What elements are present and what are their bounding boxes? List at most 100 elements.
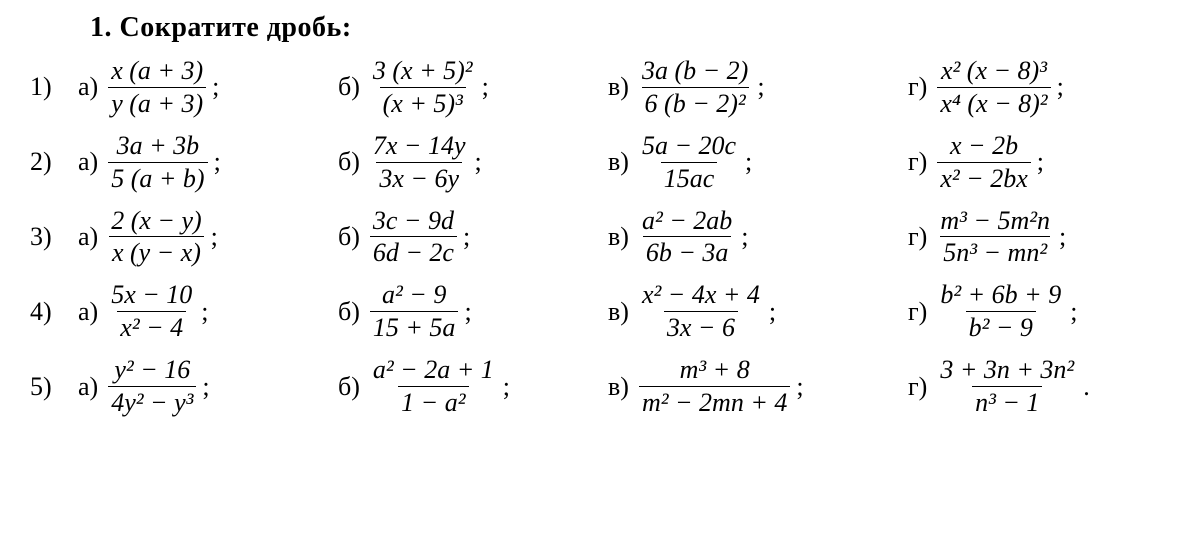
numerator: a² − 9: [379, 280, 449, 311]
cell-g: г) b² + 6b + 9 b² − 9 ;: [908, 280, 1198, 343]
sublabel-b: б): [338, 147, 360, 177]
exercise-row: 3) а) 2 (x − y) x (y − x) ; б) 3c − 9d 6…: [30, 206, 1170, 269]
fraction: 5x − 10 x² − 4: [108, 280, 195, 343]
fraction: x² − 4x + 4 3x − 6: [639, 280, 763, 343]
cell-b: б) a² − 2a + 1 1 − a² ;: [338, 355, 608, 418]
exercise-row: 2) а) 3a + 3b 5 (a + b) ; б) 7x − 14y 3x…: [30, 131, 1170, 194]
cell-v: в) x² − 4x + 4 3x − 6 ;: [608, 280, 908, 343]
denominator: 6d − 2c: [370, 236, 457, 268]
numerator: m³ − 5m²n: [937, 206, 1053, 237]
punct: ;: [201, 297, 208, 327]
denominator: x² − 2bx: [937, 162, 1030, 194]
sublabel-b: б): [338, 222, 360, 252]
cell-b: б) 7x − 14y 3x − 6y ;: [338, 131, 608, 194]
fraction: m³ − 5m²n 5n³ − mn²: [937, 206, 1053, 269]
exercise-page: 1. Сократите дробь: 1) а) x (a + 3) y (a…: [0, 0, 1200, 426]
sublabel-a: а): [78, 147, 98, 177]
numerator: a² − 2a + 1: [370, 355, 497, 386]
sublabel-g: г): [908, 147, 927, 177]
sublabel-g: г): [908, 222, 927, 252]
cell-a: а) 5x − 10 x² − 4 ;: [78, 280, 338, 343]
cell-a: а) 3a + 3b 5 (a + b) ;: [78, 131, 338, 194]
denominator: b² − 9: [966, 311, 1036, 343]
cell-b: б) a² − 9 15 + 5a ;: [338, 280, 608, 343]
fraction: x² (x − 8)³ x⁴ (x − 8)²: [937, 56, 1050, 119]
denominator: 3x − 6: [664, 311, 738, 343]
punct: ;: [769, 297, 776, 327]
numerator: 7x − 14y: [370, 131, 469, 162]
numerator: 3a (b − 2): [639, 56, 751, 87]
cell-b: б) 3c − 9d 6d − 2c ;: [338, 206, 608, 269]
cell-a: а) 2 (x − y) x (y − x) ;: [78, 206, 338, 269]
sublabel-v: в): [608, 372, 629, 402]
punct: ;: [1059, 222, 1066, 252]
numerator: 3 (x + 5)²: [370, 56, 476, 87]
denominator: 6 (b − 2)²: [642, 87, 749, 119]
numerator: a² − 2ab: [639, 206, 735, 237]
fraction: a² − 2a + 1 1 − a²: [370, 355, 497, 418]
denominator: 5 (a + b): [108, 162, 207, 194]
denominator: 6b − 3a: [643, 236, 732, 268]
cell-v: в) a² − 2ab 6b − 3a ;: [608, 206, 908, 269]
numerator: b² + 6b + 9: [937, 280, 1064, 311]
cell-v: в) m³ + 8 m² − 2mn + 4 ;: [608, 355, 908, 418]
cell-a: а) x (a + 3) y (a + 3) ;: [78, 56, 338, 119]
denominator: 1 − a²: [398, 386, 468, 418]
numerator: m³ + 8: [677, 355, 753, 386]
numerator: y² − 16: [111, 355, 193, 386]
punct: .: [1083, 372, 1090, 402]
punct: ;: [1057, 72, 1064, 102]
denominator: 4y² − y³: [108, 386, 196, 418]
numerator: 3a + 3b: [114, 131, 203, 162]
denominator: (x + 5)³: [380, 87, 466, 119]
punct: ;: [202, 372, 209, 402]
sublabel-b: б): [338, 372, 360, 402]
denominator: 5n³ − mn²: [940, 236, 1050, 268]
fraction: a² − 9 15 + 5a: [370, 280, 459, 343]
fraction: 3a + 3b 5 (a + b): [108, 131, 207, 194]
cell-b: б) 3 (x + 5)² (x + 5)³ ;: [338, 56, 608, 119]
sublabel-a: а): [78, 72, 98, 102]
fraction: y² − 16 4y² − y³: [108, 355, 196, 418]
numerator: 5x − 10: [108, 280, 195, 311]
cell-g: г) m³ − 5m²n 5n³ − mn² ;: [908, 206, 1198, 269]
fraction: 3 + 3n + 3n² n³ − 1: [937, 355, 1077, 418]
sublabel-a: а): [78, 222, 98, 252]
sublabel-v: в): [608, 147, 629, 177]
cell-g: г) 3 + 3n + 3n² n³ − 1 .: [908, 355, 1198, 418]
denominator: x⁴ (x − 8)²: [937, 87, 1050, 119]
fraction: 7x − 14y 3x − 6y: [370, 131, 469, 194]
cell-g: г) x² (x − 8)³ x⁴ (x − 8)² ;: [908, 56, 1198, 119]
row-number: 3): [30, 222, 78, 252]
punct: ;: [757, 72, 764, 102]
punct: ;: [212, 72, 219, 102]
punct: ;: [503, 372, 510, 402]
cell-g: г) x − 2b x² − 2bx ;: [908, 131, 1198, 194]
denominator: 15 + 5a: [370, 311, 459, 343]
denominator: 15ac: [661, 162, 718, 194]
denominator: m² − 2mn + 4: [639, 386, 790, 418]
punct: ;: [796, 372, 803, 402]
sublabel-a: а): [78, 372, 98, 402]
exercise-row: 1) а) x (a + 3) y (a + 3) ; б) 3 (x + 5)…: [30, 56, 1170, 119]
punct: ;: [463, 222, 470, 252]
sublabel-v: в): [608, 222, 629, 252]
fraction: 3 (x + 5)² (x + 5)³: [370, 56, 476, 119]
numerator: 2 (x − y): [108, 206, 204, 237]
fraction: 3a (b − 2) 6 (b − 2)²: [639, 56, 751, 119]
exercise-row: 5) а) y² − 16 4y² − y³ ; б) a² − 2a + 1 …: [30, 355, 1170, 418]
fraction: x (a + 3) y (a + 3): [108, 56, 206, 119]
sublabel-v: в): [608, 297, 629, 327]
denominator: n³ − 1: [972, 386, 1042, 418]
numerator: 5a − 20c: [639, 131, 739, 162]
exercise-rows: 1) а) x (a + 3) y (a + 3) ; б) 3 (x + 5)…: [30, 56, 1170, 418]
sublabel-g: г): [908, 372, 927, 402]
fraction: m³ + 8 m² − 2mn + 4: [639, 355, 790, 418]
punct: ;: [1037, 147, 1044, 177]
numerator: x² (x − 8)³: [938, 56, 1050, 87]
exercise-title: 1. Сократите дробь:: [90, 12, 1170, 44]
punct: ;: [1070, 297, 1077, 327]
denominator: 3x − 6y: [376, 162, 462, 194]
numerator: x (a + 3): [108, 56, 206, 87]
cell-a: а) y² − 16 4y² − y³ ;: [78, 355, 338, 418]
